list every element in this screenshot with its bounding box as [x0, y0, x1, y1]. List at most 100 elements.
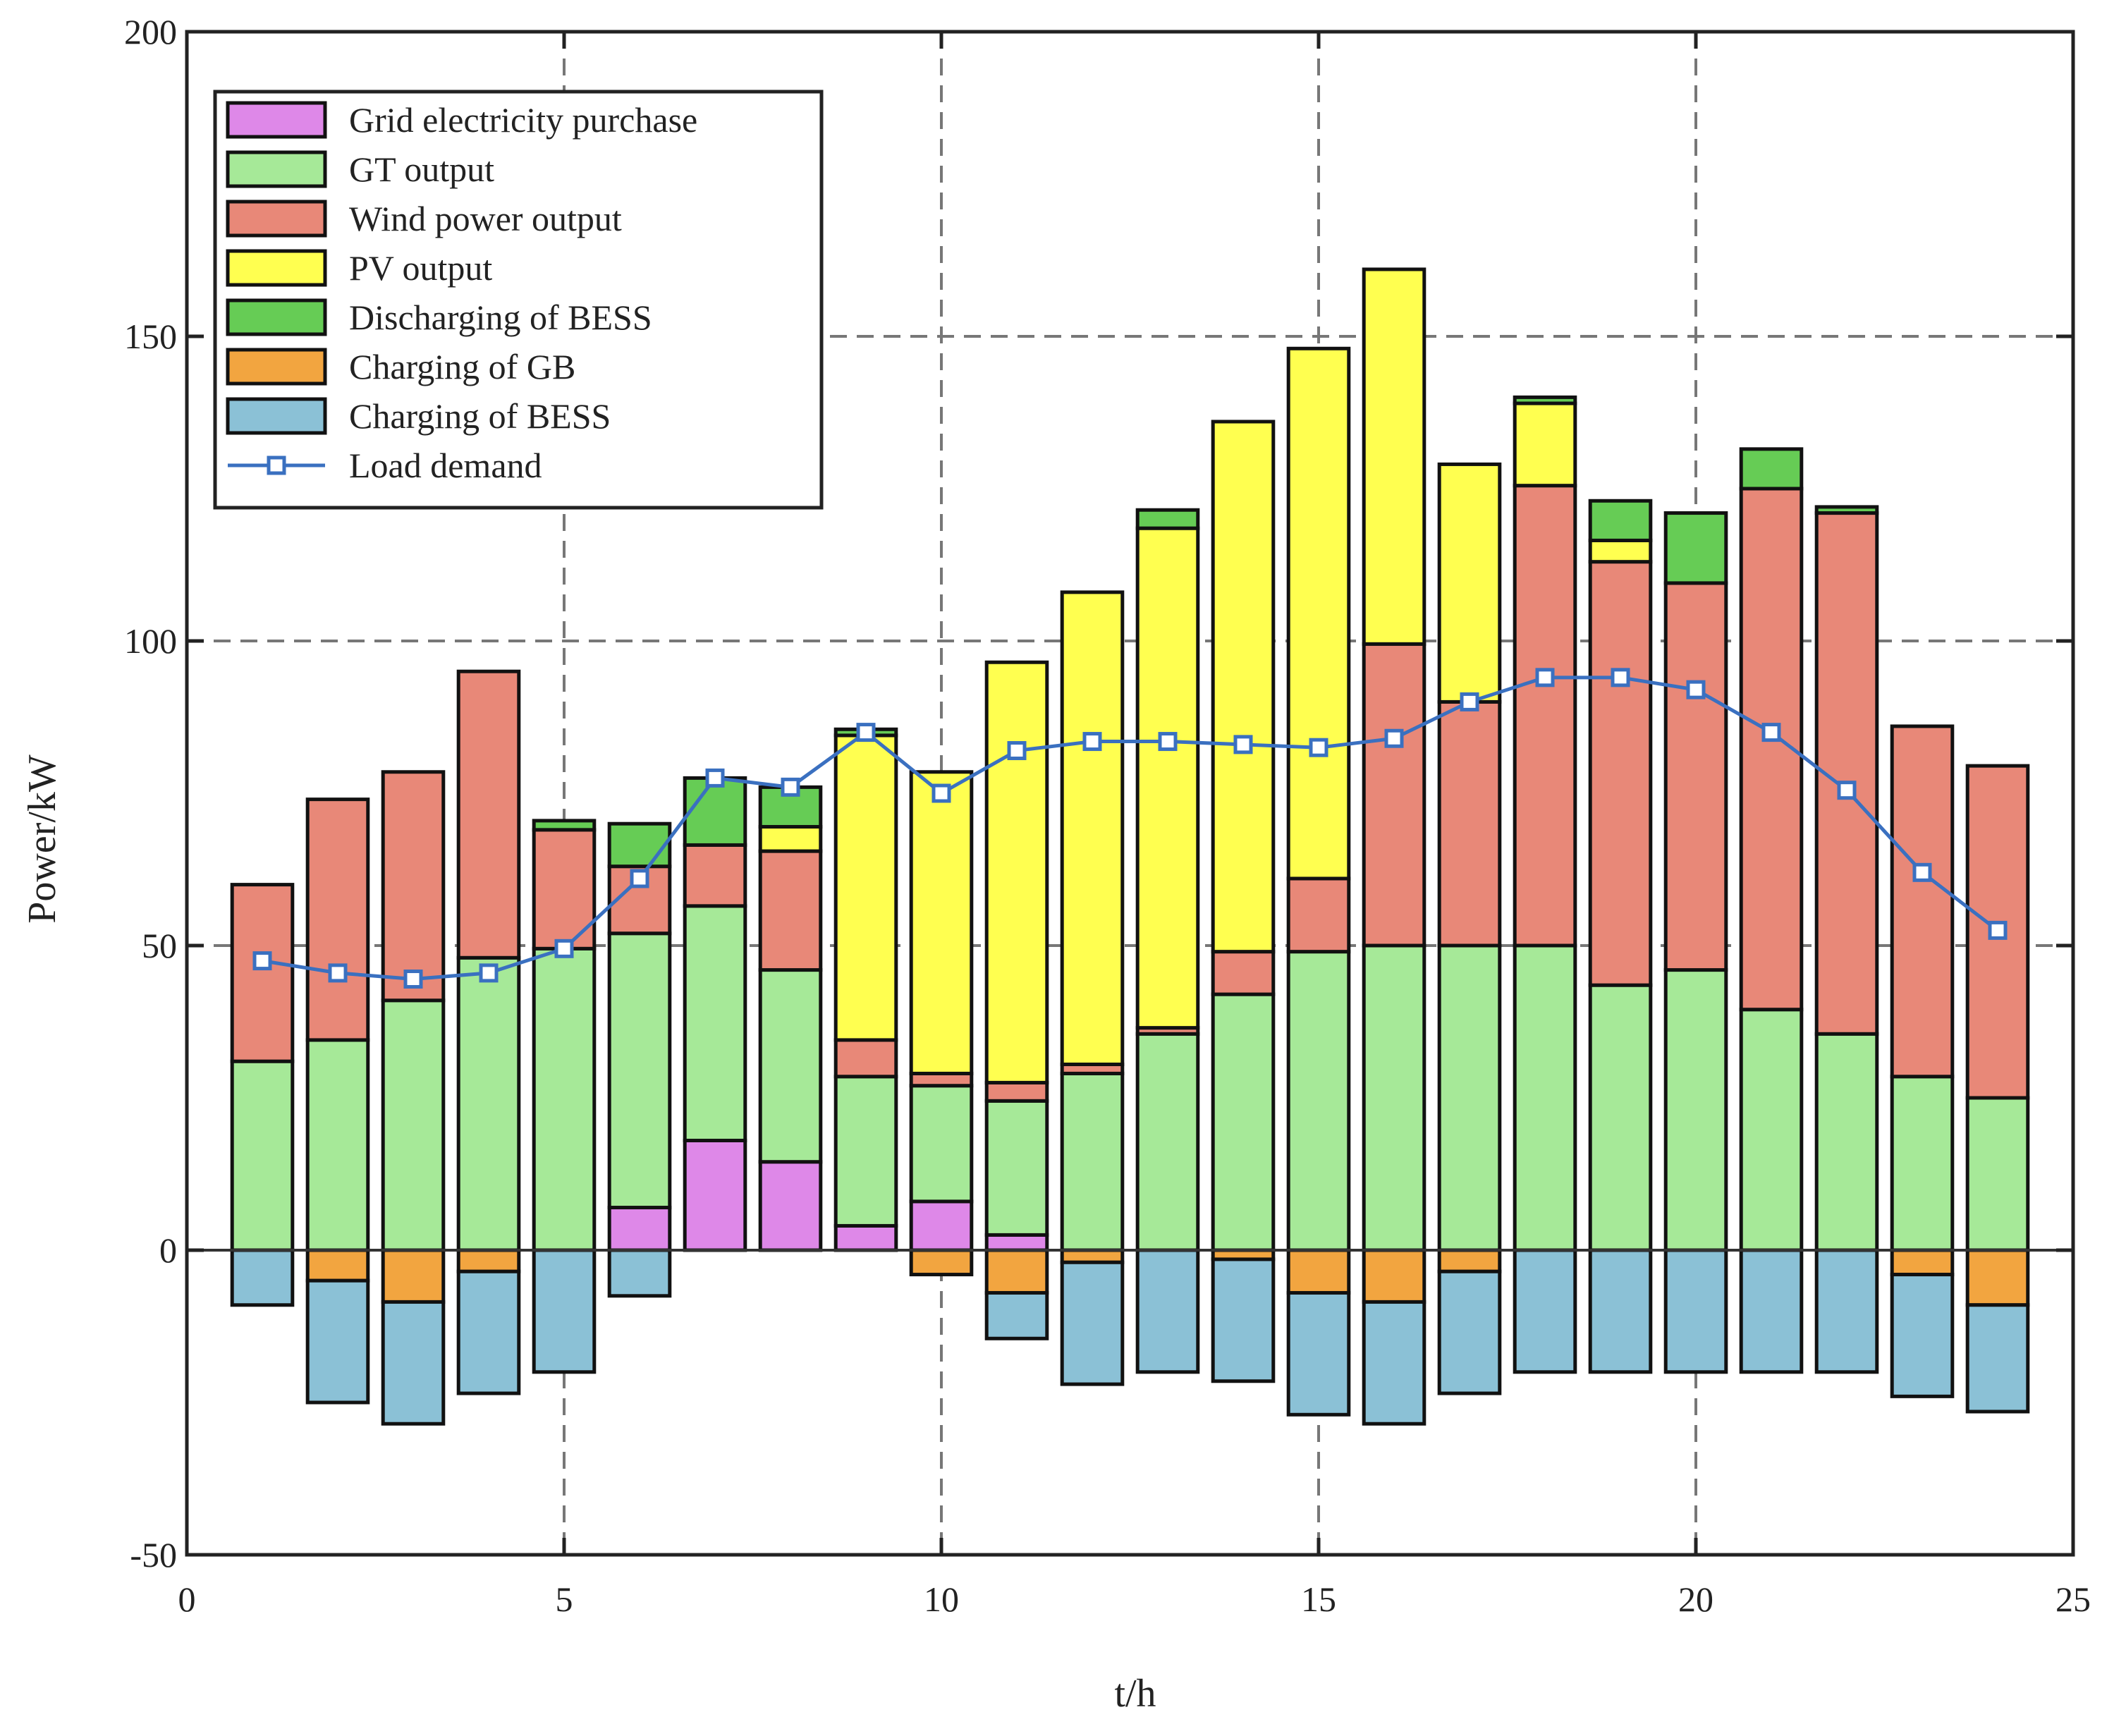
bar-segment	[833, 1075, 898, 1228]
plot-frame	[185, 30, 2075, 1557]
bars	[230, 267, 2030, 1426]
load-demand-marker	[1007, 741, 1027, 761]
bar-segment	[909, 770, 974, 1075]
x-tick-label: 10	[924, 1579, 959, 1619]
bar-segment	[984, 1290, 1049, 1340]
load-demand-marker	[1611, 668, 1630, 687]
bar-segment	[1663, 968, 1728, 1252]
bar-segment	[1060, 1071, 1125, 1252]
load-demand-marker	[630, 869, 649, 888]
bar-segment	[1362, 1248, 1427, 1304]
bar-segment	[1588, 499, 1653, 542]
bar-segment	[1588, 560, 1653, 987]
bar-segment	[1362, 267, 1427, 646]
bar-segment	[1437, 943, 1502, 1252]
bar-segment	[1890, 1248, 1955, 1277]
bar-segment	[683, 776, 747, 847]
bar-segment	[1663, 1248, 1728, 1374]
bar-segment	[1890, 724, 1955, 1079]
bar-segment	[833, 1223, 898, 1252]
bar-segment	[1437, 1248, 1502, 1273]
legend: Grid electricity purchase GT output Wind p…	[213, 90, 824, 510]
legend-label: GT output	[349, 149, 494, 189]
bar-segment	[1814, 1248, 1879, 1374]
load-demand-marker	[1837, 781, 1857, 800]
bar-segment	[1890, 1075, 1955, 1252]
bar-segment	[1890, 1273, 1955, 1398]
bar-segment	[758, 1160, 823, 1252]
legend-swatch	[226, 348, 327, 386]
bar-segment	[607, 821, 672, 869]
bar-segment	[607, 1206, 672, 1252]
bar-segment	[1211, 420, 1276, 954]
bar-segment	[607, 931, 672, 1210]
x-tick-label: 25	[2055, 1579, 2091, 1619]
y-tick-label: 150	[124, 317, 177, 356]
bar-segment	[1663, 511, 1728, 585]
bar-segment	[1814, 505, 1879, 515]
bar-segment	[1286, 950, 1351, 1252]
y-tick-label: 0	[159, 1230, 177, 1270]
load-demand-marker	[554, 939, 574, 958]
legend-swatch	[226, 249, 327, 287]
bar-segment	[1135, 1248, 1200, 1374]
y-tick-label: 100	[124, 621, 177, 661]
bar-segment	[456, 1248, 521, 1273]
bar-segment	[1060, 1260, 1125, 1386]
bar-segment	[1286, 1248, 1351, 1295]
load-demand-series	[252, 668, 2008, 989]
bar-segment	[1739, 1248, 1804, 1374]
bar-segment	[1965, 1303, 2030, 1414]
bar-segment	[1513, 1248, 1577, 1374]
bar-segment	[984, 1248, 1049, 1295]
load-demand-marker	[781, 777, 800, 797]
load-demand-marker	[403, 970, 423, 989]
bar-segment	[984, 1099, 1049, 1237]
x-tick-label: 15	[1301, 1579, 1336, 1619]
bar-segment	[1513, 401, 1577, 488]
bar-segment	[381, 1300, 446, 1426]
bar-segment	[1362, 943, 1427, 1252]
legend-label: Charging of GB	[349, 347, 575, 386]
bar-segment	[683, 904, 747, 1142]
bar-segment	[1588, 983, 1653, 1252]
legend-swatch	[226, 397, 327, 435]
bar-segment	[1286, 346, 1351, 881]
legend-label: Grid electricity purchase	[349, 100, 697, 140]
bar-segment	[1060, 590, 1125, 1066]
bar-segment	[984, 1233, 1049, 1252]
y-axis-title: Power/kW	[20, 754, 64, 924]
bar-segment	[607, 1248, 672, 1298]
bar-segment	[1135, 508, 1200, 530]
bar-segment	[758, 849, 823, 972]
bar-segment	[230, 1248, 295, 1307]
y-tick-label: 50	[142, 926, 177, 965]
load-demand-marker	[1460, 692, 1479, 711]
load-demand-marker	[328, 963, 348, 983]
legend-swatch	[226, 150, 327, 188]
load-demand-line	[262, 676, 1999, 982]
bar-segment	[984, 660, 1049, 1084]
y-tick-label: 200	[124, 12, 177, 51]
bar-segment	[381, 998, 446, 1252]
axes	[185, 30, 2075, 1557]
load-demand-marker	[1686, 680, 1706, 699]
bar-segment	[984, 1080, 1049, 1103]
bar-segment	[1663, 581, 1728, 972]
load-demand-marker	[1761, 723, 1781, 742]
bar-segment	[1135, 526, 1200, 1030]
legend-swatch	[226, 101, 327, 139]
bar-segment	[1814, 1032, 1879, 1252]
bar-segment	[456, 1269, 521, 1395]
bar-segment	[1362, 642, 1427, 948]
bar-segment	[456, 955, 521, 1252]
bar-segment	[758, 968, 823, 1164]
bar-segment	[909, 1248, 974, 1277]
bar-segment	[1513, 395, 1577, 405]
bar-segment	[1588, 538, 1653, 564]
bar-segment	[1286, 876, 1351, 954]
bar-segment	[305, 797, 370, 1042]
bar-segment	[305, 1038, 370, 1252]
bar-segment	[381, 1248, 446, 1304]
